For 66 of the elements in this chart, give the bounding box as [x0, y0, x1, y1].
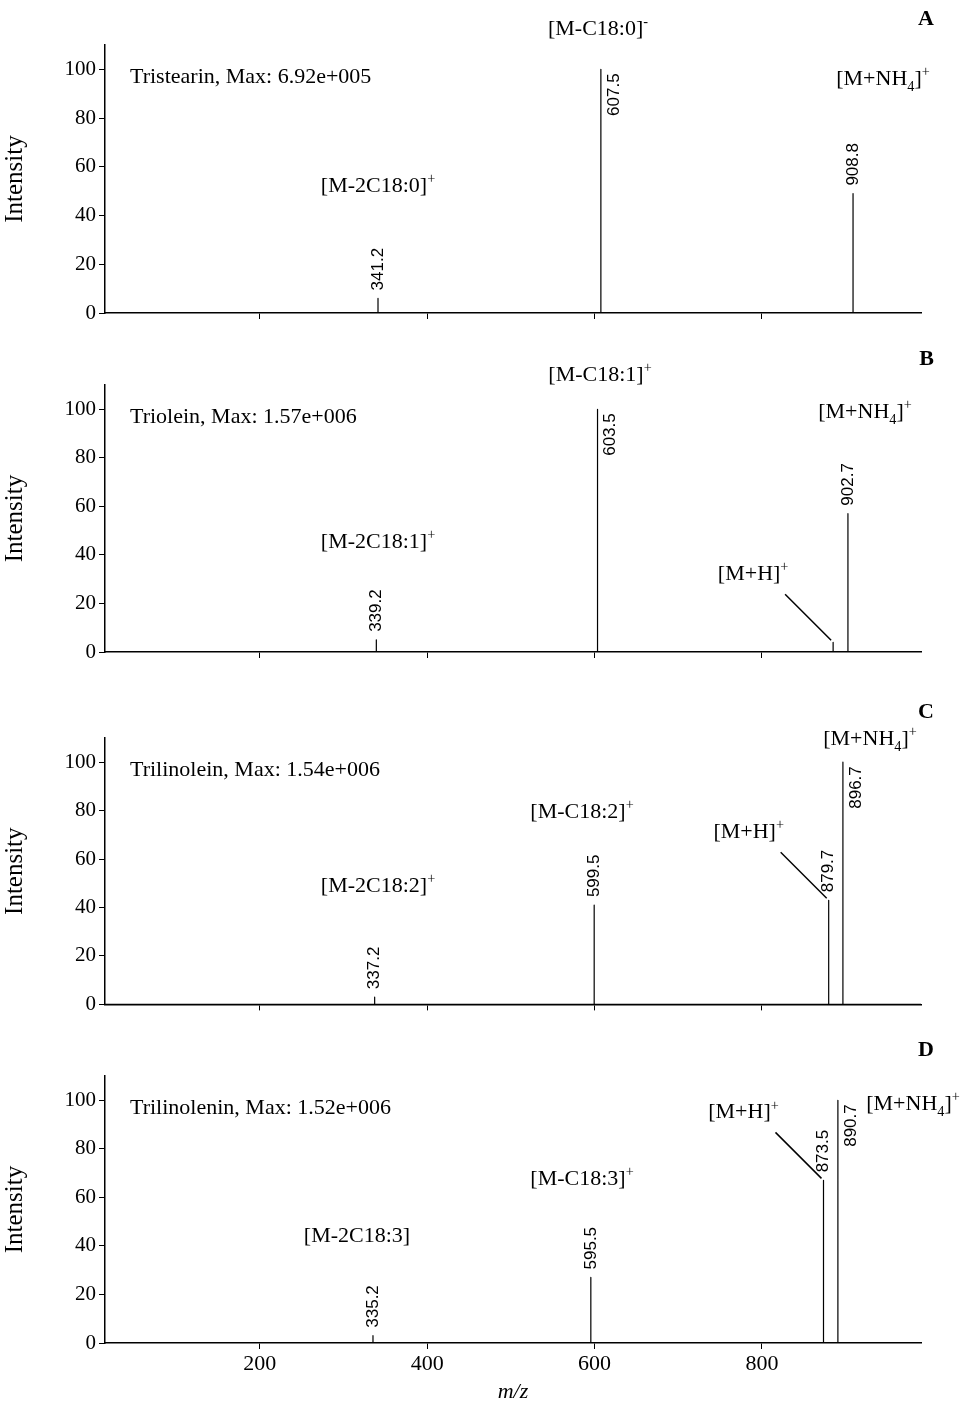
- y-tick-label: 20: [75, 250, 96, 275]
- y-tick-label: 0: [85, 1329, 96, 1354]
- text: A: [918, 5, 935, 30]
- y-axis-title: Intensity: [0, 474, 27, 563]
- annotation: [M+H]+: [708, 1096, 779, 1124]
- y-tick-label: 100: [64, 55, 96, 80]
- annotation: 873.5: [813, 1129, 833, 1173]
- annotation: 879.7: [818, 849, 838, 893]
- annotation: 902.7: [837, 463, 857, 506]
- text: B: [919, 345, 935, 370]
- x-tick-label: 800: [745, 1349, 779, 1375]
- annotation: 341.2: [367, 247, 387, 291]
- y-tick-label: 60: [75, 492, 96, 517]
- y-tick-label: 20: [75, 942, 96, 967]
- y-axis-title: Intensity: [0, 134, 27, 223]
- annotation: [M+H]+: [713, 816, 784, 844]
- y-tick-label: 100: [64, 1086, 96, 1111]
- y-tick-label: 40: [75, 202, 96, 227]
- annotation: 607.5: [603, 73, 623, 116]
- y-tick-label: 20: [75, 589, 96, 614]
- annotation: [M-2C18:1]+: [320, 526, 436, 553]
- y-tick-label: 40: [75, 894, 96, 919]
- annotation: [M-C18:1]+: [548, 359, 652, 386]
- x-tick-label: 400: [410, 1349, 444, 1375]
- annotation: [M+H]+: [717, 558, 789, 586]
- annotation: [M-2C18:0]+: [320, 170, 436, 197]
- y-tick-label: 80: [75, 797, 96, 822]
- text: C: [918, 698, 934, 723]
- annotation: 896.7: [845, 766, 865, 809]
- text: D: [918, 1036, 934, 1061]
- x-tick-label: 600: [578, 1349, 612, 1375]
- y-tick-label: 80: [75, 1135, 96, 1160]
- annotation: 337.2: [364, 946, 384, 990]
- y-tick-label: 60: [75, 153, 96, 178]
- annotation: 603.5: [600, 413, 620, 456]
- annotation: Trilinolein, Max: 1.54e+006: [130, 756, 380, 781]
- annotation: 595.5: [580, 1226, 600, 1270]
- annotation: [M-2C18:3]: [303, 1222, 411, 1247]
- y-tick-label: 20: [75, 1280, 96, 1305]
- y-tick-label: 0: [85, 299, 96, 324]
- annotation: [M-2C18:2]+: [320, 870, 436, 897]
- annotation: 890.7: [840, 1104, 860, 1147]
- annotation: Tristearin, Max: 6.92e+005: [130, 63, 372, 88]
- y-tick-label: 60: [75, 845, 96, 870]
- y-tick-label: 0: [85, 638, 96, 663]
- y-tick-label: 100: [64, 395, 96, 420]
- annotation: [M-C18:2]+: [530, 796, 634, 823]
- y-tick-label: 80: [75, 104, 96, 129]
- annotation: 908.8: [842, 143, 862, 186]
- y-tick-label: 40: [75, 1232, 96, 1257]
- y-axis-title: Intensity: [0, 826, 27, 915]
- y-tick-label: 0: [85, 990, 96, 1015]
- y-axis-title: Intensity: [0, 1165, 27, 1254]
- text: [M-C18:0]-: [547, 13, 649, 40]
- x-axis-title: m/z: [497, 1377, 529, 1403]
- x-tick-label: 200: [243, 1349, 277, 1375]
- annotation: Trilinolenin, Max: 1.52e+006: [130, 1094, 391, 1119]
- y-tick-label: 80: [75, 444, 96, 469]
- y-tick-label: 60: [75, 1183, 96, 1208]
- annotation: [M-C18:3]+: [530, 1163, 634, 1190]
- annotation: 335.2: [362, 1285, 382, 1328]
- y-tick-label: 40: [75, 541, 96, 566]
- annotation: 339.2: [366, 589, 386, 632]
- annotation: Triolein, Max: 1.57e+006: [130, 403, 357, 428]
- y-tick-label: 100: [64, 748, 96, 773]
- annotation: 599.5: [583, 854, 603, 898]
